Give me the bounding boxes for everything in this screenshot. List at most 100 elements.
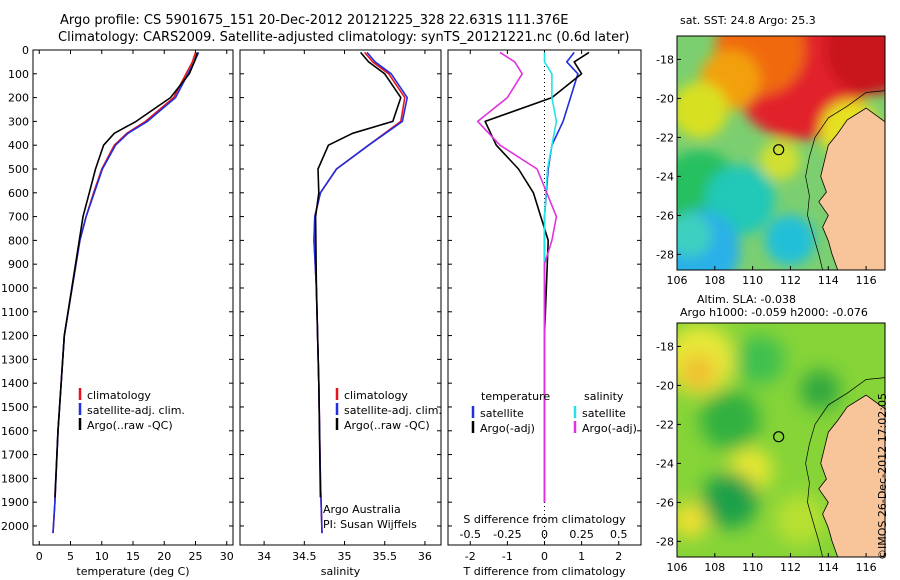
x-tick-label: 20 (157, 550, 171, 563)
field-patch (702, 472, 758, 528)
field-patch (765, 215, 815, 265)
lat-tick-label: -28 (656, 248, 674, 261)
x-tick-label: 35.5 (372, 550, 397, 563)
x-tick-label: 2 (615, 550, 622, 563)
temperature-panel: 0 5 10 15 20 25 300100200300400500600700800900… (1, 44, 234, 578)
legend-label: satellite-adj. clim. (344, 404, 442, 417)
y-tick-label: 0 (22, 44, 29, 57)
y-tick-label: 900 (8, 258, 29, 271)
field-patch (735, 335, 785, 385)
s-difference-label: S difference from climatology (463, 513, 626, 526)
lon-tick-label: 116 (856, 561, 877, 574)
x-tick-label: 5 (67, 550, 74, 563)
bathymetry-contour (805, 90, 885, 270)
figure-title-line2: Climatology: CARS2009. Satellite-adjuste… (58, 30, 630, 45)
bathymetry-contour (805, 377, 885, 557)
salinity-frame (239, 49, 442, 546)
y-tick-label: 1800 (1, 472, 29, 485)
x-tick-label: 1 (578, 550, 585, 563)
lat-tick-label: -28 (656, 535, 674, 548)
s-tick-label: 0 (541, 528, 548, 541)
y-tick-label: 400 (8, 139, 29, 152)
lat-tick-label: -26 (656, 496, 674, 509)
legend-label: Argo(-adj) (480, 422, 535, 435)
lon-tick-label: 112 (780, 561, 801, 574)
field-patch (775, 495, 825, 545)
salinity-series-2 (314, 51, 402, 498)
y-tick-label: 1000 (1, 282, 29, 295)
lon-tick-label: 108 (704, 274, 725, 287)
x-tick-label: 34.5 (292, 550, 317, 563)
field-patch (700, 390, 760, 450)
sla-map-frame (676, 322, 886, 558)
temperature-series-2 (54, 52, 199, 498)
temperature-frame (32, 49, 234, 546)
legend-label: satellite-adj. clim. (87, 404, 185, 417)
differences-series-3 (476, 51, 558, 503)
y-tick-label: 500 (8, 163, 29, 176)
y-tick-label: 1500 (1, 401, 29, 414)
sla-map: 106 108 110 112 114 116 -18 -20 -22 -24 -26 -28 (656, 322, 886, 574)
x-tick-label: -1 (502, 550, 513, 563)
y-tick-label: 1400 (1, 377, 29, 390)
y-tick-label: 200 (8, 92, 29, 105)
lat-tick-label: -20 (656, 92, 674, 105)
temperature-xlabel: temperature (deg C) (76, 565, 189, 578)
differences-series-2 (543, 52, 558, 503)
legend-title-salinity: salinity (584, 390, 624, 403)
y-tick-label: 2000 (1, 520, 29, 533)
s-tick-label: 0.5 (610, 528, 628, 541)
y-tick-label: 300 (8, 115, 29, 128)
legend-label: Argo(-adj) (582, 422, 637, 435)
lat-tick-label: -26 (656, 209, 674, 222)
field-patch (677, 213, 712, 257)
x-tick-label: 25 (189, 550, 203, 563)
y-tick-label: 1700 (1, 449, 29, 462)
lon-tick-label: 106 (667, 274, 688, 287)
sla-map-field (677, 323, 885, 557)
legend-label: climatology (344, 389, 408, 402)
y-tick-label: 100 (8, 68, 29, 81)
field-blobs (677, 325, 840, 545)
s-tick-label: -0.5 (460, 528, 481, 541)
imos-timestamp: ©IMOS 26-Dec-2012 17:02:05 (876, 393, 889, 560)
lat-tick-label: -18 (656, 340, 674, 353)
sla-map-title: Altim. SLA: -0.038 (697, 293, 797, 306)
lon-tick-label: 110 (742, 561, 763, 574)
x-tick-label: 15 (126, 550, 140, 563)
x-tick-label: 10 (95, 550, 109, 563)
sla-map-subtitle: Argo h1000: -0.059 h2000: -0.076 (680, 306, 868, 319)
legend-label: Argo(..raw -QC) (87, 419, 173, 432)
field-patch (800, 370, 840, 410)
lon-tick-label: 108 (704, 561, 725, 574)
lon-tick-label: 114 (818, 274, 839, 287)
s-tick-label: 0.25 (569, 528, 594, 541)
land-mass (818, 107, 885, 270)
float-position-marker (773, 144, 785, 156)
y-tick-label: 800 (8, 234, 29, 247)
s-tick-label: -0.25 (493, 528, 521, 541)
x-tick-label: 0 (541, 550, 548, 563)
y-tick-label: 600 (8, 187, 29, 200)
lon-tick-label: 116 (856, 274, 877, 287)
field-patch (677, 82, 728, 138)
legend-label: satellite (480, 407, 524, 420)
lat-tick-label: -20 (656, 379, 674, 392)
sst-map-field (677, 36, 885, 270)
lon-tick-label: 110 (742, 274, 763, 287)
field-patch (680, 354, 716, 390)
differences-panel: -2 -1 0 1 2 T difference from climatology S di… (447, 49, 642, 578)
x-tick-label: 0 (36, 550, 43, 563)
field-patch (760, 140, 800, 180)
sst-map-frame (676, 35, 886, 271)
legend-label: satellite (582, 407, 626, 420)
legend-label: climatology (87, 389, 151, 402)
argo-australia-label: Argo Australia (323, 503, 401, 516)
salinity-panel: 34 34.5 35 35.5 36 salinity climatology satelli… (239, 49, 442, 578)
sst-map: 106 108 110 112 114 116 -18 -20 -22 -24 -26 -28 (656, 35, 886, 287)
lon-tick-label: 114 (818, 561, 839, 574)
x-tick-label: 35 (338, 550, 352, 563)
y-tick-label: 1900 (1, 496, 29, 509)
field-patch (677, 502, 708, 538)
